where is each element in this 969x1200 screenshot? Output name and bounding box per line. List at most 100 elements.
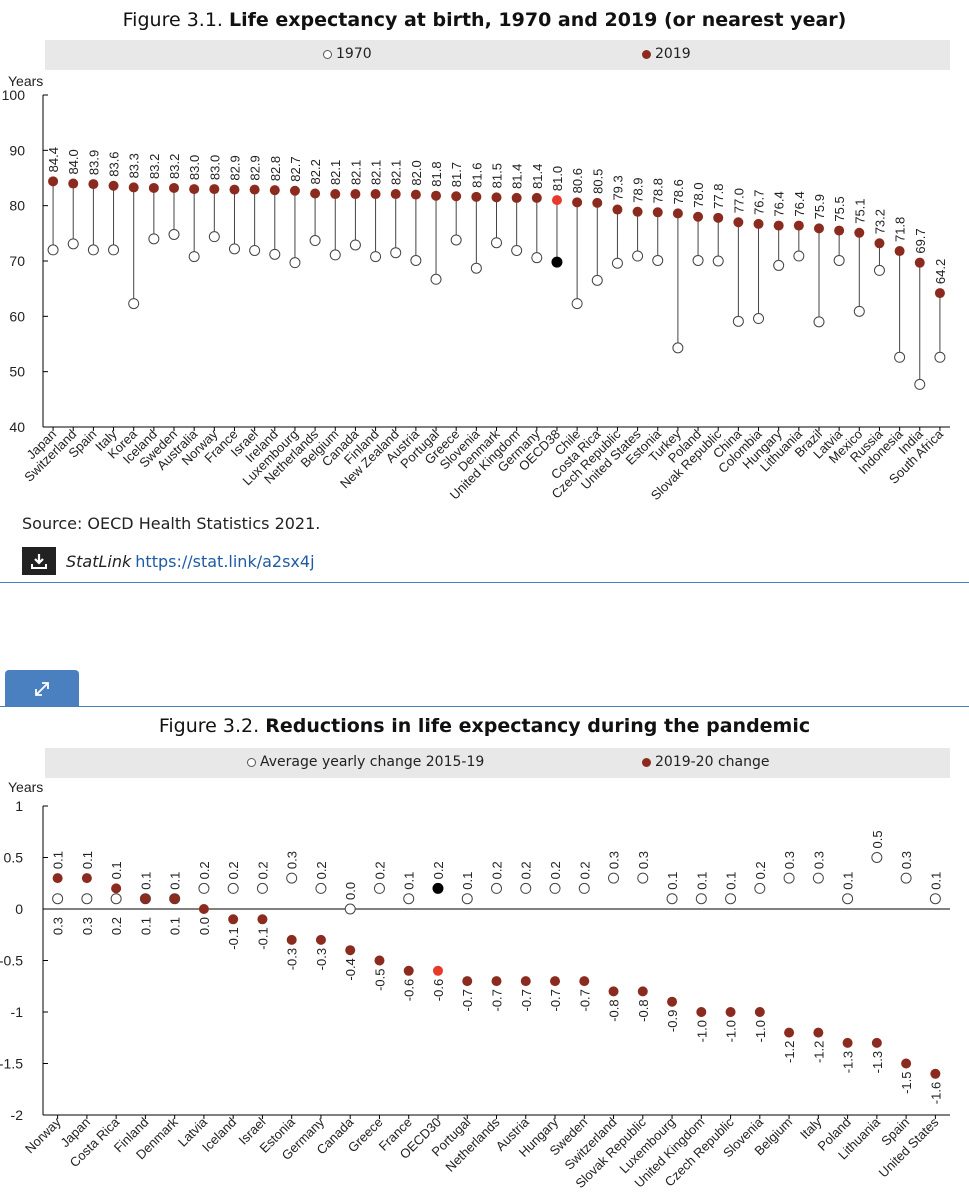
value-label-2019: 64.2 [933,259,948,284]
value-label-avg: 0.2 [753,861,768,879]
legend-avg-change: Average yearly change 2015-19 [247,754,484,770]
y-tick-label: 90 [9,142,25,158]
value-label-avg: 0.2 [372,861,387,879]
value-label-avg: 0.1 [109,861,124,879]
point-1970-luxembourg [289,257,301,269]
value-label-2019: 82.1 [369,160,384,185]
point-change-iceland [228,914,239,925]
expand-button[interactable] [5,670,79,707]
point-avg-luxembourg [666,893,678,905]
point-change-hungary [550,976,561,987]
figure2-title-prefix: Figure 3.2. [158,715,266,737]
value-label-2019: 75.5 [832,196,847,221]
value-label-change: 0.0 [197,917,212,935]
legend-2019-20-change: 2019-20 change [642,754,769,770]
point-avg-belgium [783,872,795,884]
point-2019-austria [410,189,421,200]
y-tick-label: 100 [2,87,26,103]
value-label-avg: 0.3 [782,851,797,869]
value-label-2019: 81.6 [469,163,484,188]
value-label-change: -0.6 [431,979,446,1001]
value-label-avg: 0.2 [519,861,534,879]
point-2019-russia [874,238,885,249]
y-axis-label: Years [8,780,43,795]
value-label-change: -0.7 [519,989,534,1011]
value-label-2019: 82.1 [389,160,404,185]
statlink[interactable]: StatLink https://stat.link/a2sx4j [22,547,315,575]
point-2019-israel [249,184,260,195]
value-label-avg: 0.1 [402,872,417,890]
point-2019-czech-republic [612,204,623,215]
value-label-2019: 83.6 [107,151,122,176]
y-tick-label: 1 [15,798,23,814]
value-label-avg: 0.0 [343,882,358,900]
source-note: Source: OECD Health Statistics 2021. [22,514,321,533]
y-tick-label: -0.5 [0,953,23,969]
y-tick-label: -1.5 [0,1056,23,1072]
point-1970-israel [249,244,261,256]
point-change-portugal [462,976,473,987]
point-2019-finland [370,189,381,200]
point-2019-denmark [491,192,502,203]
point-1970-south-africa [934,351,946,363]
point-2019-portugal [431,190,442,201]
value-label-change: -0.9 [665,1010,680,1032]
point-1970-chile [571,298,583,310]
point-change-luxembourg [667,996,678,1007]
value-label-change: -0.5 [372,969,387,991]
point-1970-united-states [632,250,644,262]
value-label-2019: 83.2 [167,154,182,179]
y-tick-label: 50 [9,364,25,380]
point-change-united-states [930,1068,941,1079]
value-label-change: -0.6 [402,979,417,1001]
y-tick-label: 0 [15,901,23,917]
point-2019-iceland [148,182,159,193]
value-label-avg: 0.1 [694,872,709,890]
download-icon[interactable] [22,547,56,575]
value-label-2019: 82.9 [227,155,242,180]
point-change-germany [315,934,326,945]
point-change-latvia [198,904,209,914]
y-tick-label: 80 [9,198,25,214]
value-label-avg: 0.2 [314,861,329,879]
point-2019-luxembourg [289,185,300,196]
figure1-title-bold: Life expectancy at birth, 1970 and 2019 … [229,9,847,31]
point-1970-lithuania [793,250,805,262]
value-label-2019: 82.8 [268,156,283,181]
value-label-avg: 0.2 [197,861,212,879]
figure1-title-prefix: Figure 3.1. [122,9,229,31]
value-label-2019: 79.3 [610,175,625,200]
value-label-change: -1.2 [811,1041,826,1063]
legend-1970: 1970 [323,46,372,62]
point-avg-lithuania [871,852,883,863]
point-change-czech-republic [725,1007,736,1017]
value-label-2019: 69.7 [913,228,928,253]
statlink-url[interactable]: https://stat.link/a2sx4j [135,551,315,571]
open-dot-icon [247,757,256,767]
point-1970-greece [450,234,462,246]
value-label-2019: 81.5 [490,163,505,188]
legend-1970-label: 1970 [336,46,372,62]
figure2-legend: Average yearly change 2015-19 2019-20 ch… [45,748,950,778]
y-tick-label: -2 [11,1107,24,1123]
point-change-oecd30 [432,965,443,976]
value-label-change: -1.3 [841,1051,856,1073]
point-2019-china [733,217,744,228]
point-1970-costa-rica [591,274,603,286]
y-tick-label: -1 [11,1004,24,1020]
value-label-change: -1.3 [870,1051,885,1073]
figure2-title: Figure 3.2. Reductions in life expectanc… [0,715,969,737]
value-label-2019: 80.5 [590,169,605,194]
point-avg-austria [520,882,532,894]
point-1970-slovenia [470,262,482,274]
value-label-change: -0.8 [607,999,622,1021]
figure1-title: Figure 3.1. Life expectancy at birth, 19… [0,9,969,31]
point-2019-slovak-republic [713,212,724,223]
point-1970-mexico [853,305,865,317]
point-2019-norway [209,184,220,195]
point-2019-france [229,184,240,195]
point-avg-slovak-republic [637,872,649,884]
point-avg-canada [344,903,356,915]
point-2019-ireland [269,185,280,196]
point-2019-slovenia [471,191,482,202]
